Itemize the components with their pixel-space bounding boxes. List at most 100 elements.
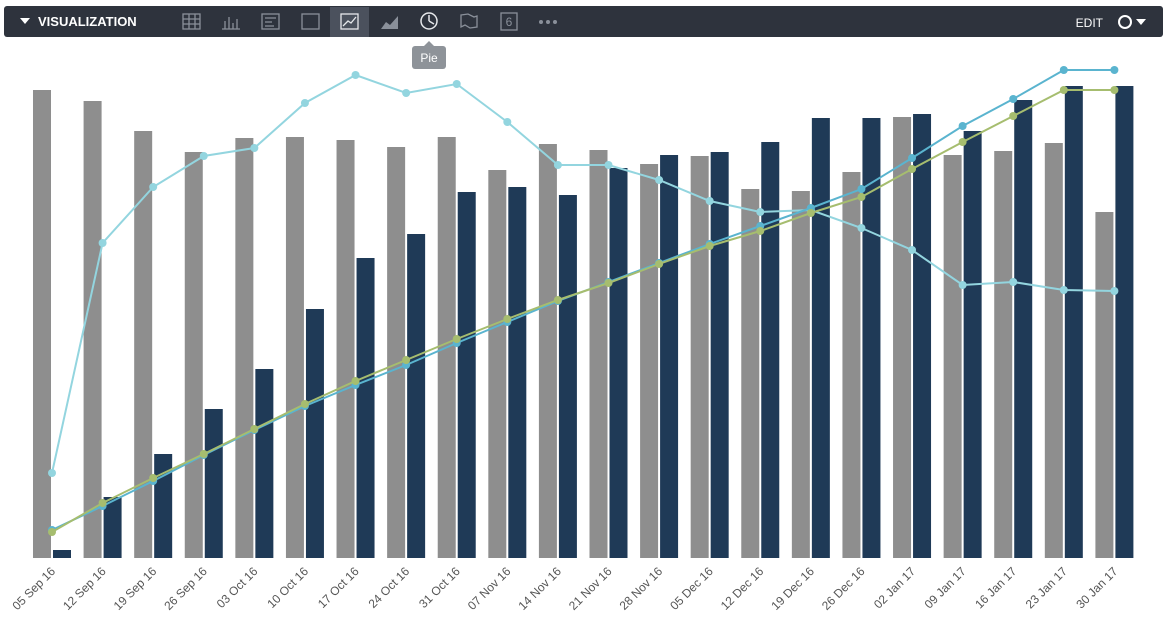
bar bbox=[134, 131, 153, 558]
x-tick-label: 28 Nov 16 bbox=[617, 564, 666, 613]
bar bbox=[356, 258, 375, 558]
bar bbox=[913, 114, 932, 558]
x-tick-label: 12 Dec 16 bbox=[718, 564, 767, 613]
line-point bbox=[908, 246, 917, 254]
line-point bbox=[1009, 112, 1018, 120]
tooltip-arrow bbox=[424, 41, 434, 46]
area-icon[interactable] bbox=[381, 16, 398, 29]
bar bbox=[204, 409, 223, 558]
bar bbox=[842, 172, 861, 558]
bar bbox=[83, 101, 102, 558]
line-point bbox=[655, 260, 664, 268]
bar bbox=[589, 150, 608, 558]
line-point bbox=[806, 209, 815, 217]
line-point bbox=[402, 89, 411, 97]
line-point bbox=[655, 176, 664, 184]
pie-icon[interactable] bbox=[420, 12, 438, 30]
x-tick-label: 17 Oct 16 bbox=[315, 564, 362, 611]
line-point bbox=[958, 122, 967, 130]
bar-icon[interactable] bbox=[261, 13, 280, 30]
single-value-icon[interactable] bbox=[500, 12, 518, 31]
column-icon[interactable] bbox=[222, 17, 240, 30]
line-point bbox=[452, 335, 461, 343]
line-point bbox=[47, 469, 56, 477]
bar bbox=[862, 118, 881, 558]
bar bbox=[558, 195, 577, 558]
line-point bbox=[1110, 66, 1119, 74]
bar bbox=[690, 156, 709, 558]
table-icon[interactable] bbox=[182, 13, 201, 30]
x-tick-label: 14 Nov 16 bbox=[515, 564, 564, 613]
x-tick-label: 12 Sep 16 bbox=[60, 564, 109, 613]
line-point bbox=[351, 71, 360, 79]
x-tick-label: 03 Oct 16 bbox=[214, 564, 261, 611]
line-point bbox=[1059, 86, 1068, 94]
bar bbox=[791, 191, 810, 558]
line-point bbox=[604, 279, 613, 287]
settings-icon[interactable] bbox=[1118, 15, 1132, 29]
line-point bbox=[98, 499, 107, 507]
line bbox=[51, 73, 1115, 474]
bar bbox=[154, 454, 173, 558]
scatter-icon[interactable] bbox=[301, 13, 320, 30]
bar bbox=[457, 192, 476, 558]
line-point bbox=[1059, 66, 1068, 74]
bar bbox=[1064, 86, 1083, 558]
bar bbox=[52, 550, 71, 558]
line-point bbox=[958, 281, 967, 289]
line-point bbox=[1059, 286, 1068, 294]
collapse-arrow[interactable] bbox=[20, 18, 30, 24]
line-point bbox=[705, 197, 714, 205]
line-point bbox=[908, 154, 917, 162]
bar bbox=[235, 138, 254, 558]
line-point bbox=[98, 239, 107, 247]
bar bbox=[1044, 143, 1063, 558]
x-tick-label: 05 Sep 16 bbox=[10, 564, 59, 613]
tooltip bbox=[412, 46, 446, 69]
line-point bbox=[1110, 287, 1119, 295]
line-point bbox=[250, 425, 259, 433]
bar bbox=[893, 117, 912, 558]
bar bbox=[285, 137, 304, 558]
line-point bbox=[857, 224, 866, 232]
line-point bbox=[958, 138, 967, 146]
line-point bbox=[756, 208, 765, 216]
bar bbox=[103, 497, 122, 558]
bar bbox=[640, 164, 659, 558]
line-point bbox=[351, 377, 360, 385]
edit-button[interactable]: EDIT bbox=[1076, 16, 1104, 30]
bar bbox=[508, 187, 527, 558]
line-point bbox=[756, 227, 765, 235]
toolbar-title: VISUALIZATION bbox=[38, 14, 137, 29]
line-point bbox=[503, 315, 512, 323]
bar bbox=[943, 155, 962, 558]
plot: 05 Sep 16 12 Sep 16 19 Sep 16 26 Sep 16 03 O… bbox=[10, 66, 1134, 613]
line-point bbox=[1110, 86, 1119, 94]
x-tick-label: 07 Nov 16 bbox=[465, 564, 514, 613]
line-point bbox=[908, 165, 917, 173]
line-point bbox=[300, 99, 309, 107]
bar bbox=[488, 170, 507, 558]
x-tick-label: 10 Oct 16 bbox=[264, 564, 311, 611]
line-point bbox=[1009, 95, 1018, 103]
bar bbox=[387, 147, 406, 558]
x-tick-label: 23 Jan 17 bbox=[1023, 564, 1070, 611]
x-tick-label: 24 Oct 16 bbox=[366, 564, 413, 611]
bar bbox=[994, 151, 1013, 558]
x-tick-label: 26 Dec 16 bbox=[819, 564, 868, 613]
bar bbox=[710, 152, 729, 558]
bar bbox=[1014, 100, 1033, 558]
more-icon[interactable] bbox=[539, 20, 557, 24]
single-value-icon-text: 6 bbox=[506, 15, 513, 29]
x-tick-label: 30 Jan 17 bbox=[1073, 564, 1120, 611]
line-point bbox=[857, 185, 866, 193]
map-icon[interactable] bbox=[460, 13, 478, 29]
x-tick-label: 19 Dec 16 bbox=[768, 564, 817, 613]
x-tick-label: 05 Dec 16 bbox=[667, 564, 716, 613]
line-point bbox=[604, 161, 613, 169]
bar bbox=[538, 144, 557, 558]
bar bbox=[963, 131, 982, 558]
x-tick-label: 19 Sep 16 bbox=[111, 564, 160, 613]
bar bbox=[660, 155, 679, 558]
line-point bbox=[402, 356, 411, 364]
